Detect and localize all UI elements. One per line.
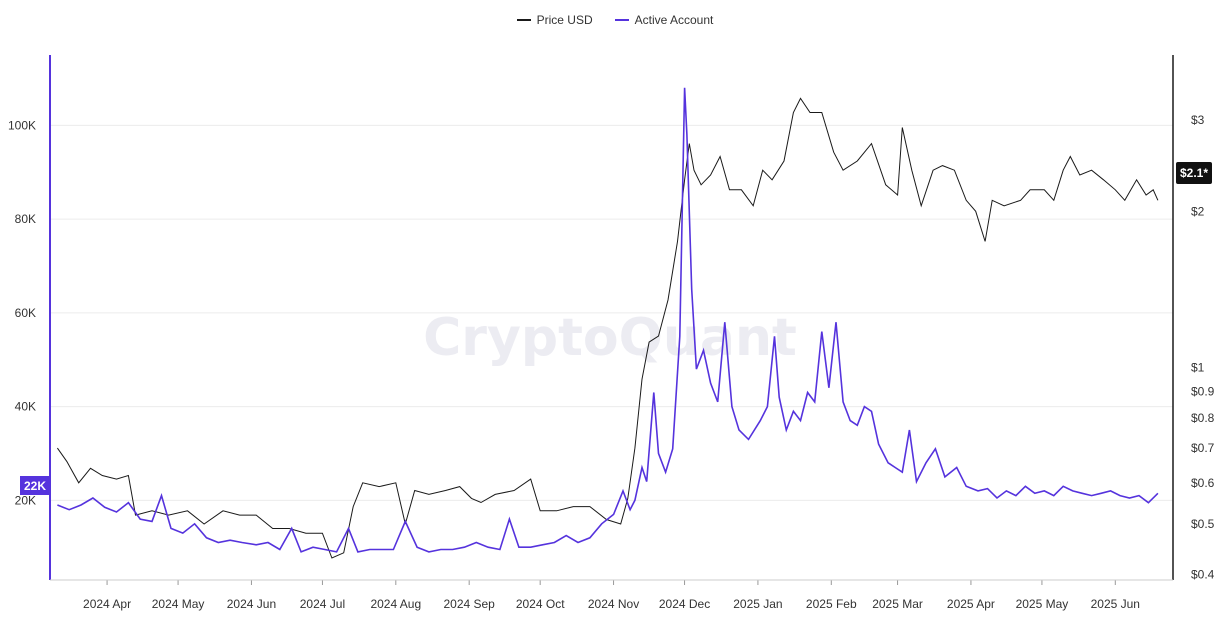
- left-tick-label: 20K: [15, 493, 36, 507]
- x-tick-label: 2025 Feb: [806, 597, 857, 611]
- x-tick-label: 2024 Jul: [300, 597, 345, 611]
- right-tick-label: $1: [1191, 361, 1205, 375]
- left-tick-label: 60K: [15, 306, 36, 320]
- x-tick-label: 2025 Apr: [947, 597, 995, 611]
- x-tick-label: 2025 Jan: [733, 597, 782, 611]
- x-tick-label: 2025 Mar: [872, 597, 923, 611]
- right-badge-bg: [1176, 162, 1212, 184]
- x-tick-label: 2024 Dec: [659, 597, 710, 611]
- right-tick-label: $0.8: [1191, 411, 1215, 425]
- right-tick-label: $0.6: [1191, 476, 1215, 490]
- left-tick-label: 80K: [15, 212, 36, 226]
- left-axis-ticks: 20K 40K 60K 80K 100K: [8, 118, 36, 507]
- legend-item-price[interactable]: Price USD: [516, 13, 593, 27]
- legend-label-active-account: Active Account: [634, 13, 714, 27]
- right-axis-ticks: $0.4 $0.5 $0.6 $0.7 $0.8 $0.9 $1 $2 $3: [1191, 113, 1215, 581]
- x-tick-label: 2024 Sep: [443, 597, 495, 611]
- x-tick-label: 2024 Oct: [516, 597, 565, 611]
- right-tick-label: $3: [1191, 113, 1205, 127]
- x-tick-label: 2024 Nov: [588, 597, 639, 611]
- x-tick-label: 2024 Apr: [83, 597, 131, 611]
- legend-swatch-active-account: [614, 19, 629, 21]
- series-line-active-account: [57, 87, 1159, 553]
- grid-lines: [50, 124, 1173, 501]
- left-badge-text: 22K: [24, 479, 46, 493]
- watermark: CryptoQuant: [423, 308, 797, 368]
- legend-item-active-account[interactable]: Active Account: [614, 13, 714, 27]
- x-tick-label: 2024 Jun: [227, 597, 276, 611]
- x-axis-ticks: 2024 Apr 2024 May 2024 Jun 2024 Jul 2024 Aug…: [83, 580, 1140, 611]
- right-tick-label: $0.5: [1191, 517, 1215, 531]
- x-tick-label: 2024 Aug: [370, 597, 421, 611]
- legend-swatch-price: [516, 19, 531, 21]
- right-tick-label: $0.7: [1191, 441, 1215, 455]
- right-badge-text: $2.1*: [1180, 166, 1208, 180]
- left-tick-label: 100K: [8, 118, 36, 132]
- left-tick-label: 40K: [15, 400, 36, 414]
- right-tick-label: $0.9: [1191, 384, 1215, 398]
- right-tick-label: $0.4: [1191, 567, 1215, 581]
- chart-legend: Price USD Active Account: [0, 13, 1230, 27]
- x-tick-label: 2025 May: [1016, 597, 1069, 611]
- right-tick-label: $2: [1191, 204, 1205, 218]
- legend-label-price: Price USD: [536, 13, 593, 27]
- left-badge-bg: [20, 476, 50, 495]
- x-tick-label: 2025 Jun: [1091, 597, 1140, 611]
- left-value-badge: 22K: [20, 476, 50, 495]
- x-tick-label: 2024 May: [152, 597, 205, 611]
- right-value-badge: $2.1*: [1176, 162, 1212, 184]
- series-line-price: [56, 97, 1159, 559]
